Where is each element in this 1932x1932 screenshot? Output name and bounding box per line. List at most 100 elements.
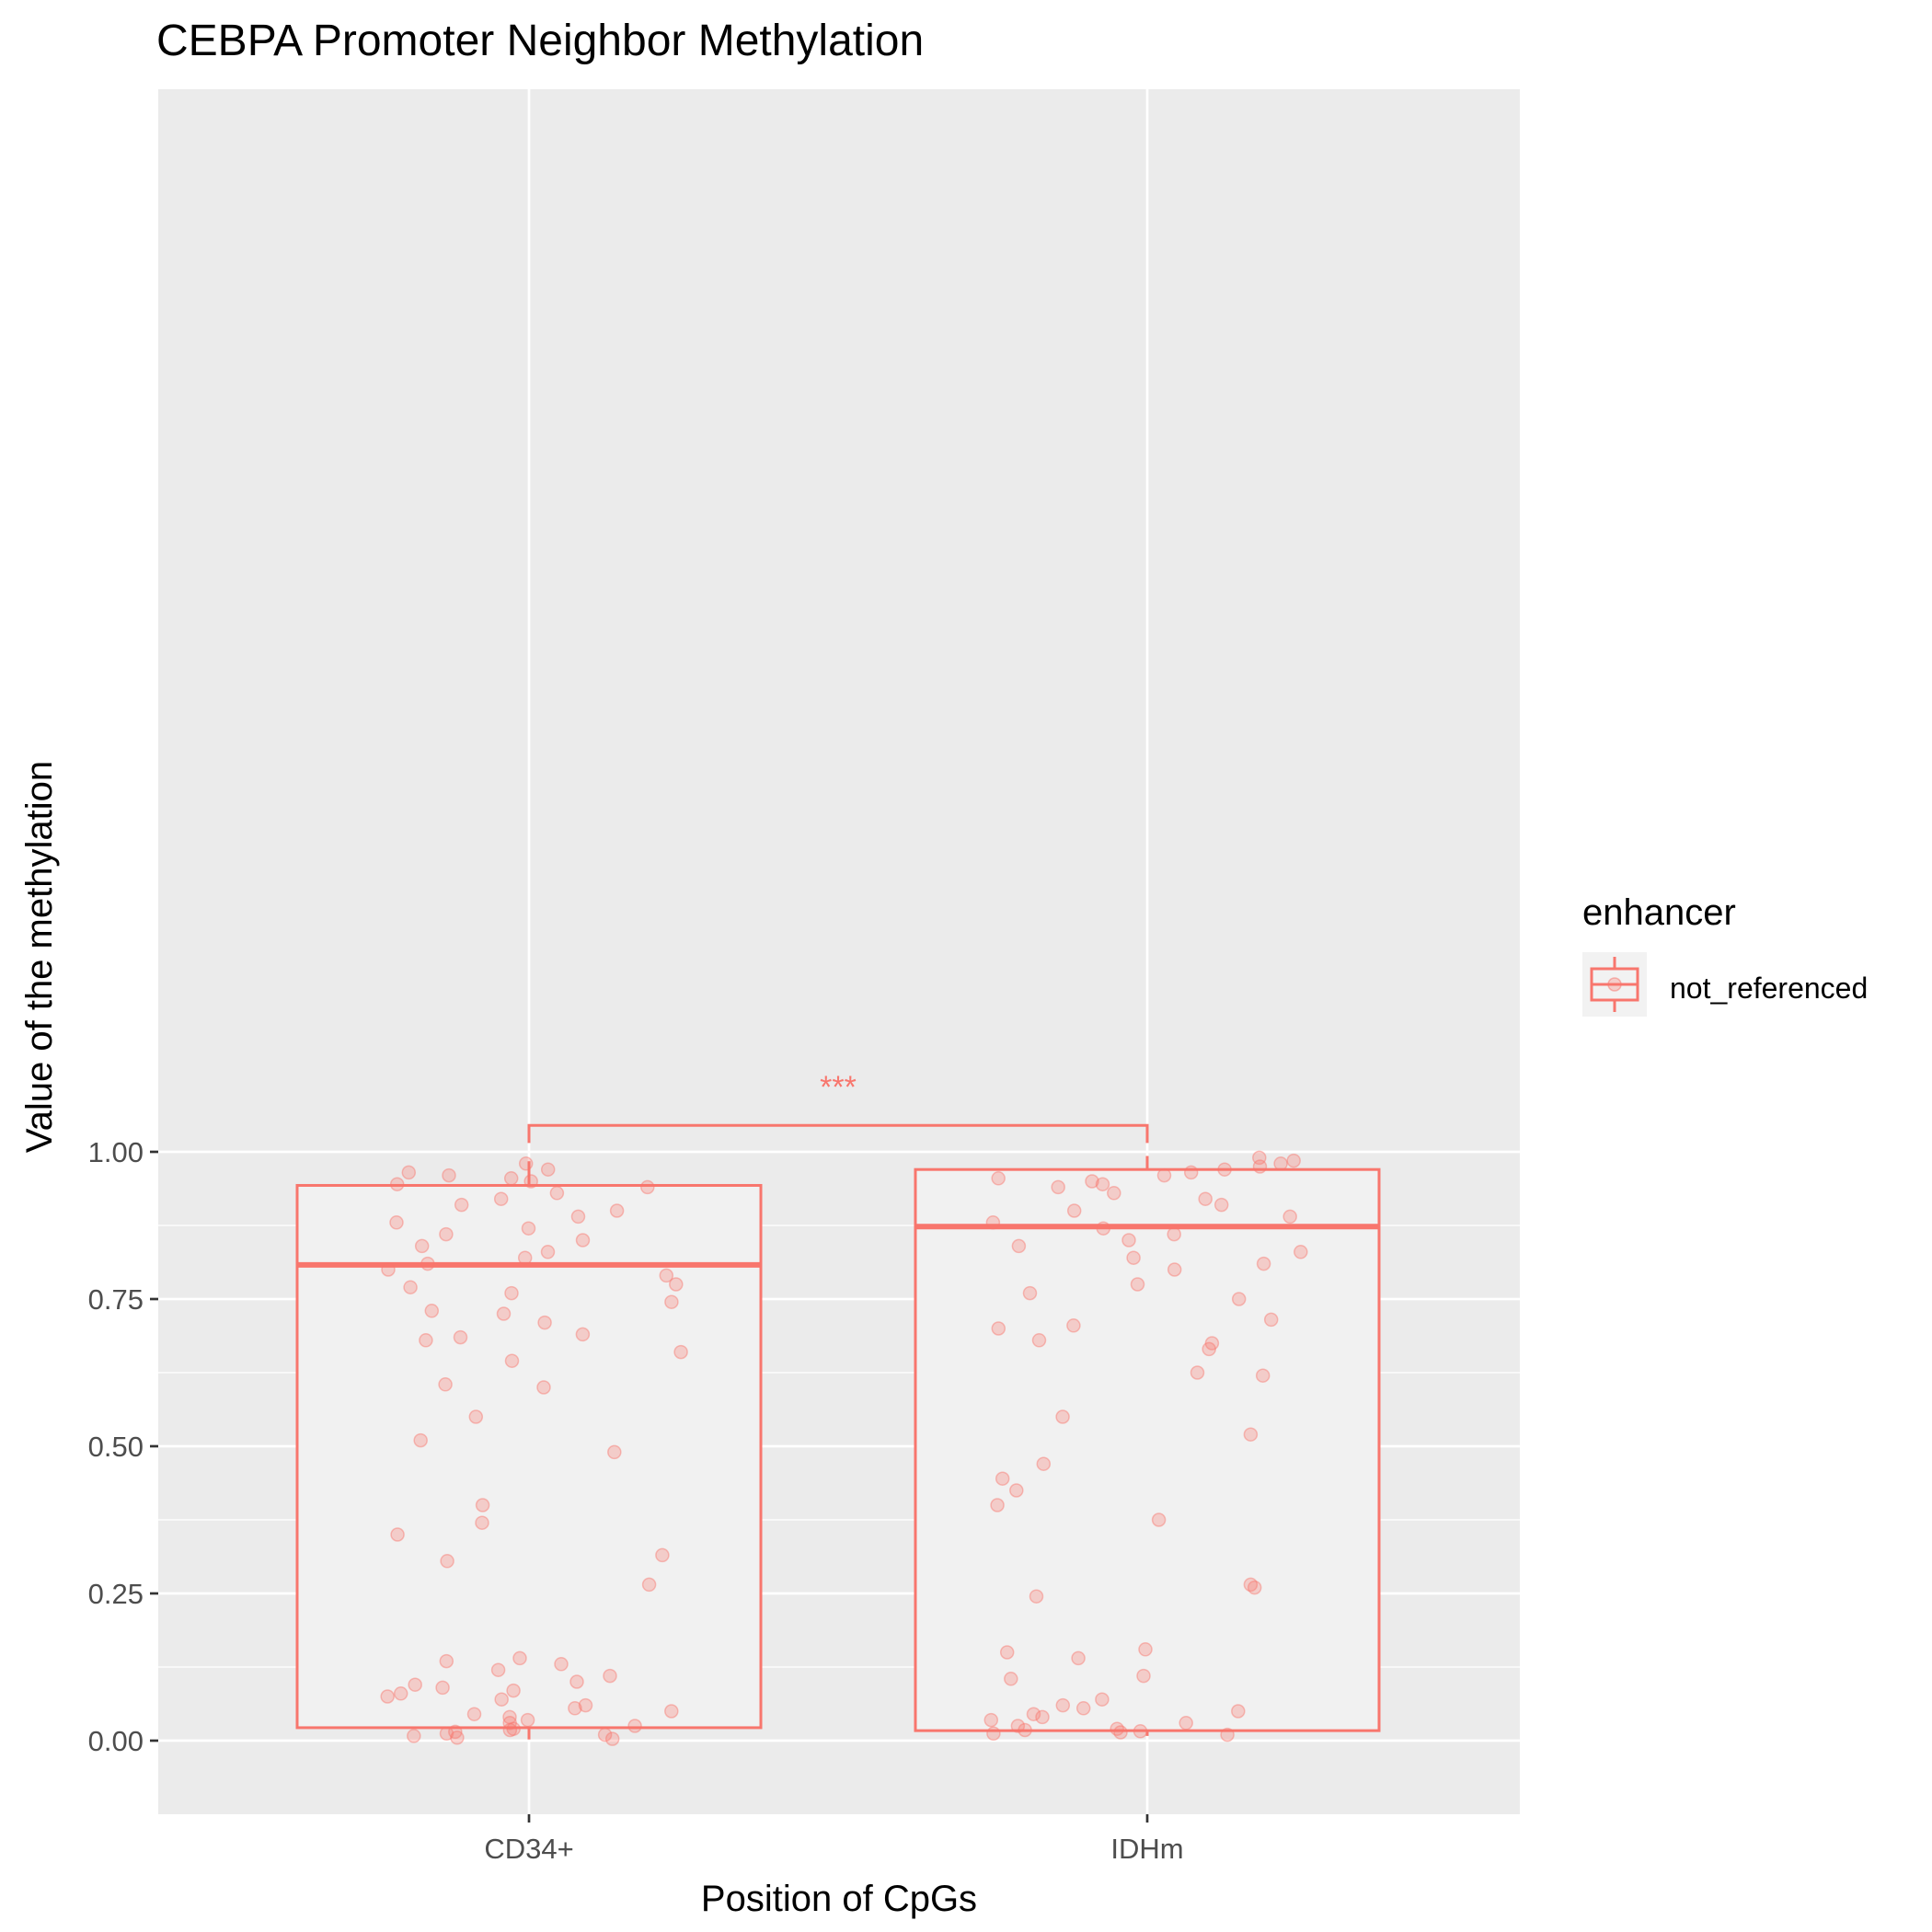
data-point — [512, 1650, 527, 1666]
x-axis: CD34+ IDHm — [484, 1814, 1184, 1865]
data-point — [502, 1716, 517, 1731]
data-point — [549, 1186, 565, 1201]
data-point — [475, 1515, 489, 1530]
data-point — [448, 1724, 463, 1740]
data-point — [1107, 1186, 1121, 1201]
data-point — [603, 1668, 617, 1684]
legend-key-point — [1607, 977, 1622, 992]
data-point — [983, 1712, 999, 1728]
data-point — [502, 1722, 518, 1738]
data-point — [1130, 1277, 1145, 1292]
data-point — [1198, 1191, 1213, 1206]
data-point — [990, 1498, 1005, 1512]
data-point — [1075, 1701, 1091, 1716]
data-point — [475, 1498, 490, 1512]
data-point — [453, 1329, 468, 1345]
box-body — [914, 1167, 1381, 1732]
data-point — [390, 1527, 405, 1542]
legend: enhancer not_referenced — [1582, 892, 1868, 1017]
data-point — [1190, 1365, 1205, 1380]
data-point — [407, 1729, 421, 1743]
data-point — [504, 1285, 519, 1301]
data-point — [1126, 1250, 1141, 1265]
data-point — [1004, 1672, 1018, 1686]
data-point — [537, 1315, 552, 1330]
data-point — [1110, 1721, 1124, 1736]
data-point — [1231, 1292, 1247, 1306]
data-point — [1113, 1725, 1128, 1740]
significance-bracket-line — [527, 1123, 1149, 1144]
data-point — [673, 1344, 688, 1360]
data-point — [393, 1686, 408, 1701]
data-point — [609, 1203, 625, 1218]
data-point — [389, 1177, 405, 1191]
data-point — [439, 1653, 454, 1669]
data-point — [627, 1719, 642, 1733]
data-point — [669, 1277, 684, 1292]
data-point — [1121, 1233, 1136, 1248]
data-point — [554, 1657, 569, 1672]
data-point — [450, 1731, 465, 1745]
boxes — [295, 1156, 1381, 1740]
data-point — [403, 1280, 418, 1294]
data-point — [999, 1645, 1015, 1660]
data-point — [1247, 1580, 1262, 1595]
data-point — [641, 1577, 657, 1593]
data-point — [540, 1245, 556, 1259]
y-tick-label: 1.00 — [88, 1136, 144, 1168]
data-point — [1179, 1716, 1193, 1731]
data-point — [1231, 1704, 1246, 1719]
data-point — [424, 1304, 440, 1318]
data-point — [1136, 1668, 1151, 1684]
significance-label: *** — [820, 1070, 857, 1105]
data-point — [569, 1674, 584, 1689]
significance-bracket: *** — [527, 1070, 1149, 1144]
data-point — [506, 1721, 521, 1736]
data-point — [1252, 1159, 1268, 1174]
data-point — [1066, 1318, 1081, 1333]
data-point — [517, 1250, 533, 1265]
data-point — [380, 1689, 395, 1704]
jitter-points — [380, 1150, 1308, 1746]
data-point — [1167, 1262, 1182, 1277]
data-point — [1095, 1177, 1110, 1191]
data-point — [504, 1353, 520, 1368]
chart-title: CEBPA Promoter Neighbor Methylation — [156, 17, 924, 65]
data-point — [1096, 1221, 1111, 1236]
data-point — [1071, 1650, 1086, 1666]
y-tick-label: 0.50 — [88, 1431, 144, 1463]
data-point — [439, 1226, 454, 1242]
data-point — [1051, 1179, 1065, 1195]
data-point — [578, 1697, 593, 1713]
data-point — [494, 1692, 509, 1707]
data-point — [1256, 1256, 1271, 1271]
data-point — [454, 1197, 469, 1213]
data-point — [664, 1704, 679, 1719]
data-point — [1286, 1153, 1301, 1168]
data-point — [1009, 1483, 1024, 1498]
data-point — [389, 1215, 404, 1230]
data-point — [1022, 1285, 1038, 1301]
data-point — [420, 1256, 435, 1271]
data-point — [1029, 1589, 1044, 1604]
data-point — [1066, 1203, 1082, 1218]
data-point — [1055, 1697, 1071, 1713]
data-point — [1156, 1167, 1172, 1183]
data-point — [521, 1221, 536, 1236]
data-point — [496, 1306, 512, 1321]
data-point — [604, 1731, 620, 1746]
data-point — [414, 1238, 430, 1254]
data-point — [518, 1156, 534, 1171]
data-point — [1167, 1226, 1181, 1242]
data-point — [986, 1726, 1001, 1742]
data-point — [468, 1409, 484, 1424]
data-point — [1294, 1245, 1308, 1259]
data-point — [568, 1701, 582, 1716]
data-point — [401, 1165, 417, 1180]
data-point — [1204, 1336, 1220, 1351]
data-point — [985, 1215, 1001, 1230]
data-point — [1133, 1724, 1148, 1739]
data-point — [438, 1377, 453, 1392]
data-point — [1026, 1707, 1041, 1721]
